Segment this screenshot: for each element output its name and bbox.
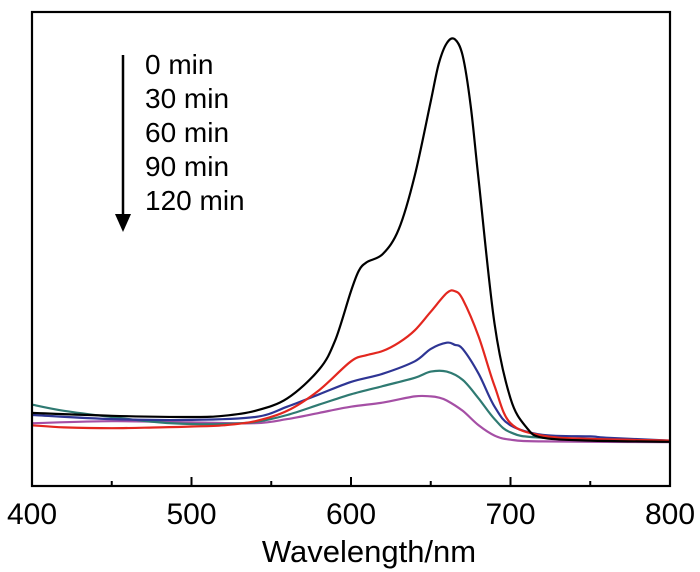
- series-layer: [31, 37, 671, 444]
- x-tick-label: 400: [7, 498, 57, 531]
- plot-frame: [30, 10, 672, 488]
- x-tick-label: 800: [645, 498, 695, 531]
- legend-entry: 30 min: [145, 83, 229, 114]
- x-axis-label: Wavelength/nm: [262, 534, 476, 569]
- legend-entry: 0 min: [145, 49, 213, 80]
- legend-arrow-head-icon: [115, 214, 131, 232]
- legend-entry: 90 min: [145, 151, 229, 182]
- legend-entry: 120 min: [145, 185, 245, 216]
- x-axis-tick-labels: 400 500 600 700 800: [7, 498, 695, 531]
- series-line-60-min: [31, 341, 671, 442]
- x-tick-label: 700: [485, 498, 535, 531]
- series-line-30-min: [31, 289, 671, 442]
- series-line-0-min: [31, 37, 671, 443]
- x-axis-ticks: [31, 477, 671, 486]
- legend-entry: 60 min: [145, 117, 229, 148]
- series-line-90-min: [31, 369, 671, 442]
- x-tick-label: 600: [326, 498, 376, 531]
- x-tick-label: 500: [166, 498, 216, 531]
